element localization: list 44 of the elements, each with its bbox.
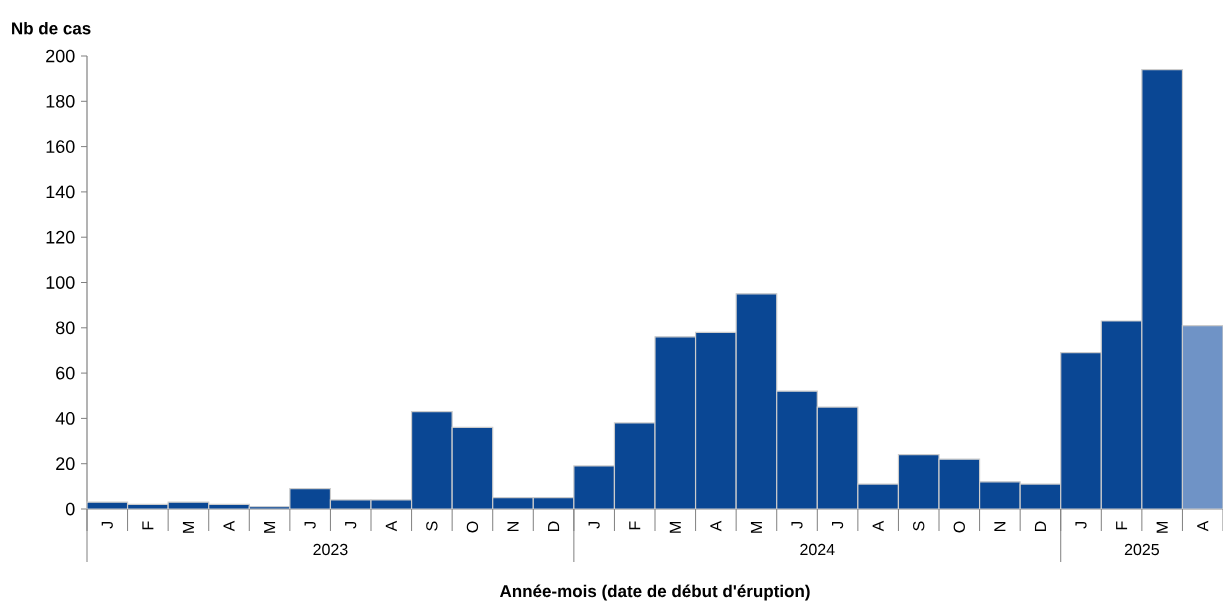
x-tick-label: J	[304, 521, 316, 529]
x-tick-label: M	[264, 522, 276, 533]
x-tick-label: M	[1156, 522, 1168, 533]
y-tick-label: 20	[56, 457, 75, 471]
x-tick-label: M	[750, 522, 762, 533]
x-tick-label: N	[994, 522, 1006, 531]
text: 2023	[313, 543, 348, 556]
y-tick-label: 60	[56, 366, 75, 380]
x-tick-label: S	[426, 521, 438, 531]
x-tick-label: A	[710, 520, 722, 532]
x-tick-label: F	[142, 521, 154, 530]
x-tick-label: J	[832, 521, 844, 529]
y-axis-title: Nb de cas	[12, 21, 91, 35]
x-tick-label: J	[101, 521, 113, 529]
x-tick-label: O	[466, 521, 479, 533]
x-tick-label: A	[1197, 520, 1209, 532]
y-tick-label: 0	[65, 502, 75, 516]
x-tick-label: M	[182, 522, 194, 533]
x-tick-label: J	[791, 521, 803, 529]
y-tick-label: 100	[46, 276, 75, 289]
x-tick-label: A	[385, 520, 397, 532]
y-tick-label: 200	[46, 49, 75, 63]
x-tick-label: J	[588, 521, 600, 529]
y-tick-label: 160	[46, 140, 75, 153]
x-tick-label: F	[629, 521, 641, 530]
x-tick-label: N	[507, 522, 519, 531]
text: 2025	[1124, 543, 1159, 556]
x-tick-label: D	[548, 521, 560, 531]
y-tick-label: 180	[46, 94, 75, 108]
x-tick-label: M	[669, 522, 681, 533]
text: 2024	[800, 543, 835, 556]
y-tick-label: 40	[55, 412, 75, 425]
y-tick-label: 140	[46, 185, 75, 199]
x-tick-label: D	[1034, 521, 1046, 531]
y-tick-label: 80	[56, 321, 75, 335]
x-axis-title: Année-mois (date de début d'éruption)	[499, 584, 810, 601]
y-tick-label: 120	[46, 230, 75, 244]
x-tick-label: S	[913, 521, 925, 531]
x-tick-label: J	[345, 521, 357, 529]
x-tick-label: O	[953, 521, 965, 533]
x-tick-label: A	[223, 520, 235, 532]
x-tick-label: F	[1116, 521, 1128, 530]
x-tick-label: A	[872, 520, 884, 532]
x-tick-label: J	[1075, 521, 1087, 529]
